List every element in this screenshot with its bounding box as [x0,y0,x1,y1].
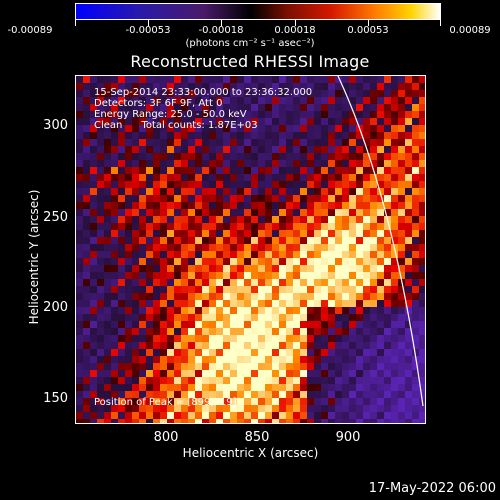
y-axis-label: Heliocentric Y (arcsec) [27,189,41,325]
colorbar-tick [295,20,296,26]
heatmap-canvas [76,76,425,423]
generation-date: 17-May-2022 06:00 [368,481,496,496]
colorbar-tick-label: 0.00089 [449,25,491,36]
image-title: Reconstructed RHESSI Image [130,52,370,71]
y-tick-label: 150 [43,391,68,406]
y-tick-label: 200 [43,300,68,315]
x-axis-label: Heliocentric X (arcsec) [182,446,319,460]
x-tick-label: 850 [244,430,270,445]
solar-limb [337,76,424,407]
colorbar-tick-label: -0.00018 [198,25,244,36]
colorbar-units: (photons cm⁻² s⁻¹ asec⁻²) [185,38,315,49]
x-tick-label: 900 [335,430,361,445]
info-peak: Position of Peak = [899,219] [94,397,237,408]
colorbar-tick-label: 0.00018 [274,25,316,36]
y-tick-label: 300 [43,118,68,133]
colorbar [75,3,441,20]
colorbar-tick-label: -0.00053 [125,25,171,36]
colorbar-tick [148,20,149,26]
colorbar-gradient [76,4,440,19]
colorbar-tick-label: 0.00053 [347,25,389,36]
y-tick-label: 250 [43,210,68,225]
info-time: 15-Sep-2014 23:33:00.000 to 23:36:32.000 [94,87,313,98]
info-detectors: Detectors: 3F 6F 9F, Att 0 [94,98,223,109]
rhessi-image [75,75,426,424]
colorbar-tick [440,20,441,26]
info-clean: Clean Total counts: 1.87E+03 [94,120,258,131]
colorbar-tick [368,20,369,26]
x-tick-label: 800 [153,430,179,445]
info-energy: Energy Range: 25.0 - 50.0 keV [94,109,247,120]
colorbar-tick [75,20,76,26]
colorbar-tick [221,20,222,26]
colorbar-tick-label: -0.00089 [7,25,53,36]
